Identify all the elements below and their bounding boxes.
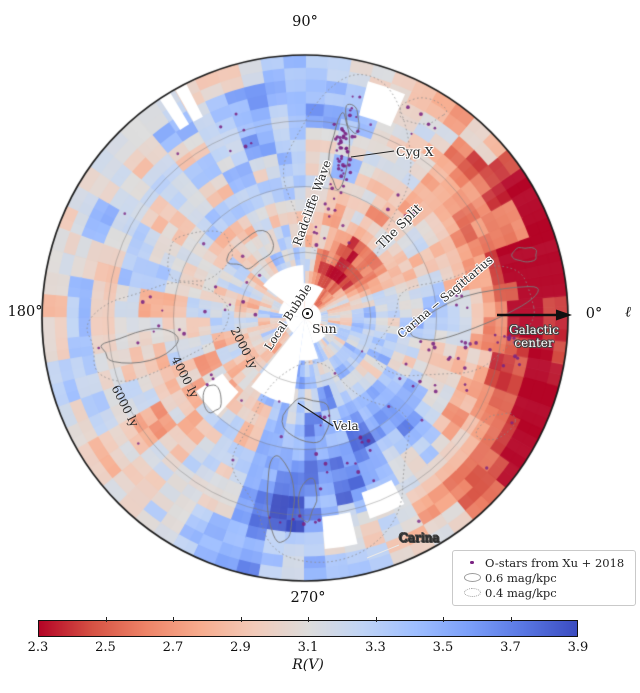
colorbar-tick-mark — [375, 617, 377, 622]
solid-contour-icon — [459, 573, 485, 582]
colorbar — [38, 620, 578, 637]
annotation-sun: Sun — [312, 321, 337, 336]
annotation-carina: Carina — [399, 531, 440, 545]
colorbar-tick-label: 2.5 — [95, 640, 116, 655]
colorbar-tick-label: 3.9 — [567, 640, 589, 655]
galactic-center-line1: Galactic — [509, 323, 559, 337]
colorbar-tick-mark — [510, 617, 512, 622]
colorbar-tick-mark — [443, 617, 444, 622]
legend-label-ostars: O-stars from Xu + 2018 — [485, 555, 625, 570]
longitude-symbol: ℓ — [624, 304, 632, 321]
angle-label-90: 90° — [292, 14, 318, 30]
colorbar-tick-label: 3.5 — [432, 640, 454, 655]
angle-label-270: 270° — [290, 590, 326, 606]
legend-label-contour-solid: 0.6 mag/kpc — [485, 570, 557, 585]
annotation-cyg-x: Cyg X — [396, 144, 434, 159]
ostar-dot-icon — [459, 560, 485, 565]
colorbar-tick-mark — [173, 617, 174, 622]
colorbar-tick-label: 2.3 — [27, 640, 49, 655]
colorbar-tick-mark — [240, 617, 242, 622]
colorbar-tick-label: 2.7 — [162, 640, 184, 655]
colorbar-tick-mark — [105, 617, 107, 622]
legend-row-contour-dotted: 0.4 mag/kpc — [459, 585, 629, 600]
galactic-center-line2: center — [514, 336, 554, 350]
colorbar-tick-label: 3.7 — [500, 640, 521, 655]
annotation-galactic-center: Galactic center — [495, 324, 573, 350]
legend-row-ostars: O-stars from Xu + 2018 — [459, 555, 629, 570]
colorbar-label: R(V) — [292, 657, 324, 673]
legend-label-contour-dotted: 0.4 mag/kpc — [485, 585, 557, 600]
angle-label-0: 0° — [585, 306, 603, 322]
angle-label-180: 180° — [7, 304, 43, 320]
dotted-contour-icon — [459, 588, 485, 597]
colorbar-tick-label: 2.9 — [230, 640, 251, 655]
colorbar-tick-label: 3.3 — [365, 640, 386, 655]
annotation-vela: Vela — [333, 419, 359, 433]
legend-box: O-stars from Xu + 2018 0.6 mag/kpc 0.4 m… — [452, 550, 636, 606]
colorbar-tick-label: 3.1 — [297, 640, 319, 655]
legend-row-contour-solid: 0.6 mag/kpc — [459, 570, 629, 585]
colorbar-tick-mark — [308, 617, 309, 622]
sun-marker-icon — [302, 308, 313, 319]
